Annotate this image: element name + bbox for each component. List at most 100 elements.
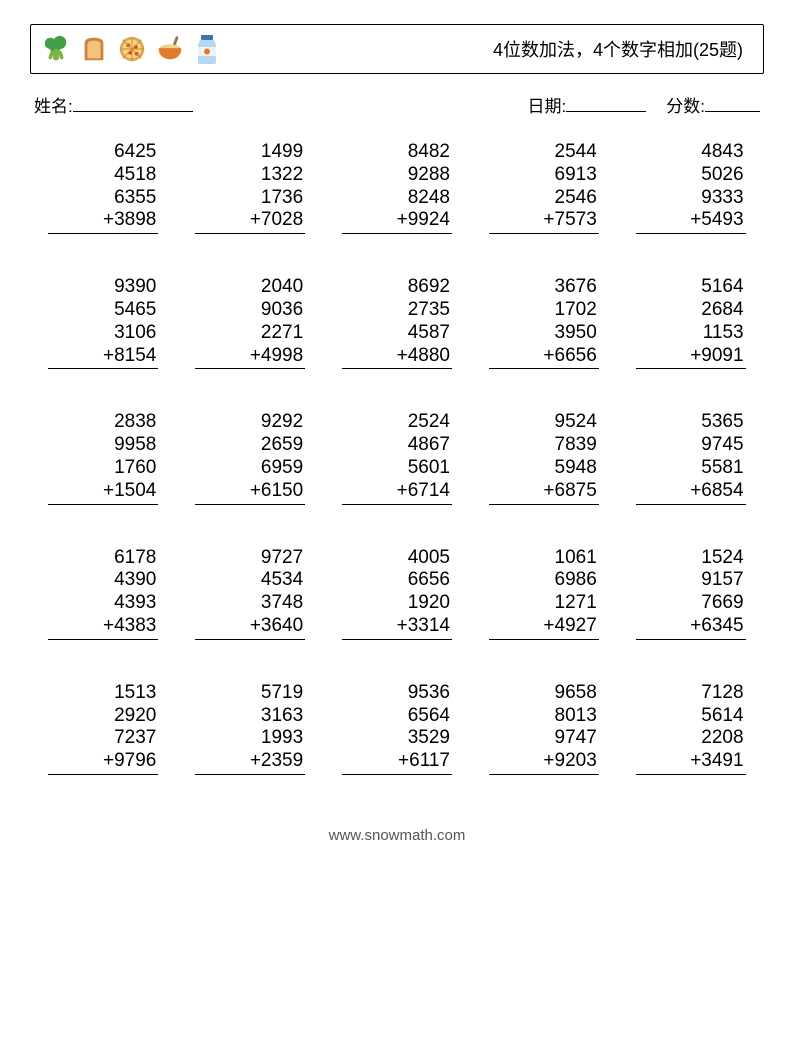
addend: 5601 — [342, 457, 452, 480]
addend-last: +6117 — [342, 750, 452, 775]
worksheet-page: 4位数加法，4个数字相加(25题) 姓名: 日期: 分数: 6425451863… — [0, 0, 794, 864]
addend: 2659 — [195, 434, 305, 457]
addend-last: +6150 — [195, 480, 305, 505]
addend: 2920 — [48, 705, 158, 728]
addend: 1153 — [636, 322, 746, 345]
addend: 2735 — [342, 299, 452, 322]
addend: 1920 — [342, 592, 452, 615]
addend: 3529 — [342, 727, 452, 750]
addend: 1736 — [195, 187, 305, 210]
addition-problem: 953665643529+6117 — [342, 682, 452, 775]
addend: 1322 — [195, 164, 305, 187]
addend: 7237 — [48, 727, 158, 750]
pizza-icon — [117, 34, 147, 64]
addition-problem: 712856142208+3491 — [636, 682, 746, 775]
addend: 8692 — [342, 276, 452, 299]
addend-last: +6656 — [489, 345, 599, 370]
addend: 4390 — [48, 569, 158, 592]
addend: 1524 — [636, 547, 746, 570]
addend: 5164 — [636, 276, 746, 299]
addend-last: +5493 — [636, 209, 746, 234]
problem-row: 283899581760+1504 929226596959+6150 252448… — [30, 411, 764, 504]
addend: 5365 — [636, 411, 746, 434]
addend: 1760 — [48, 457, 158, 480]
addend: 9727 — [195, 547, 305, 570]
addend: 1993 — [195, 727, 305, 750]
problem-row: 642545186355+3898 149913221736+7028 848292… — [30, 141, 764, 234]
addend-last: +3314 — [342, 615, 452, 640]
addend: 6913 — [489, 164, 599, 187]
addend: 2544 — [489, 141, 599, 164]
addend: 9958 — [48, 434, 158, 457]
addend-last: +6854 — [636, 480, 746, 505]
addition-problem: 929226596959+6150 — [195, 411, 305, 504]
addition-problem: 367617023950+6656 — [489, 276, 599, 369]
addend: 3163 — [195, 705, 305, 728]
bread-icon — [79, 34, 109, 64]
addend: 5948 — [489, 457, 599, 480]
addend: 4534 — [195, 569, 305, 592]
addend: 1271 — [489, 592, 599, 615]
addition-problem: 516426841153+9091 — [636, 276, 746, 369]
addend: 2208 — [636, 727, 746, 750]
addition-problem: 642545186355+3898 — [48, 141, 158, 234]
addend: 2271 — [195, 322, 305, 345]
addend: 8482 — [342, 141, 452, 164]
addend: 2838 — [48, 411, 158, 434]
addition-problem: 536597455581+6854 — [636, 411, 746, 504]
addend-last: +9796 — [48, 750, 158, 775]
addition-problem: 965880139747+9203 — [489, 682, 599, 775]
addend: 4843 — [636, 141, 746, 164]
problem-row: 617843904393+4383972745343748+3640400566… — [30, 547, 764, 640]
problems-grid: 642545186355+3898149913221736+7028848292… — [30, 117, 764, 775]
addend: 7669 — [636, 592, 746, 615]
addend: 9333 — [636, 187, 746, 210]
addition-problem: 848292888248+9924 — [342, 141, 452, 234]
addend: 9745 — [636, 434, 746, 457]
score-field: 分数: — [666, 92, 760, 117]
problem-row: 151329207237+9796571931631993+2359953665… — [30, 682, 764, 775]
info-row: 姓名: 日期: 分数: — [30, 74, 764, 117]
addend: 5719 — [195, 682, 305, 705]
addend-last: +7573 — [489, 209, 599, 234]
addend-last: +9091 — [636, 345, 746, 370]
addend-last: +7028 — [195, 209, 305, 234]
addition-problem: 939054653106+8154 — [48, 276, 158, 369]
addend: 9390 — [48, 276, 158, 299]
addend: 6656 — [342, 569, 452, 592]
date-label: 日期: — [528, 92, 567, 117]
addition-problem: 151329207237+9796 — [48, 682, 158, 775]
addend-last: +3898 — [48, 209, 158, 234]
date-field: 日期: — [528, 92, 647, 117]
addend: 5465 — [48, 299, 158, 322]
addend: 8248 — [342, 187, 452, 210]
name-blank — [73, 95, 193, 112]
addend: 3106 — [48, 322, 158, 345]
addend-last: +6714 — [342, 480, 452, 505]
addend-last: +3640 — [195, 615, 305, 640]
addend: 9747 — [489, 727, 599, 750]
problem-row: 939054653106+8154204090362271+4998869227… — [30, 276, 764, 369]
addend-last: +4880 — [342, 345, 452, 370]
name-field: 姓名: — [34, 92, 193, 117]
addend: 1499 — [195, 141, 305, 164]
addend: 3950 — [489, 322, 599, 345]
addition-problem: 252448675601+6714 — [342, 411, 452, 504]
addend: 3676 — [489, 276, 599, 299]
addition-problem: 952478395948+6875 — [489, 411, 599, 504]
addend: 6425 — [48, 141, 158, 164]
score-blank — [705, 95, 760, 112]
addend: 7839 — [489, 434, 599, 457]
jar-icon — [193, 33, 221, 65]
addend: 4518 — [48, 164, 158, 187]
addition-problem: 617843904393+4383 — [48, 547, 158, 640]
header-icons — [41, 33, 221, 65]
addend-last: +9203 — [489, 750, 599, 775]
addition-problem: 283899581760+1504 — [48, 411, 158, 504]
addend: 4005 — [342, 547, 452, 570]
header-box: 4位数加法，4个数字相加(25题) — [30, 24, 764, 74]
addend: 5026 — [636, 164, 746, 187]
addend-last: +4927 — [489, 615, 599, 640]
addend: 2040 — [195, 276, 305, 299]
bowl-icon — [155, 34, 185, 64]
